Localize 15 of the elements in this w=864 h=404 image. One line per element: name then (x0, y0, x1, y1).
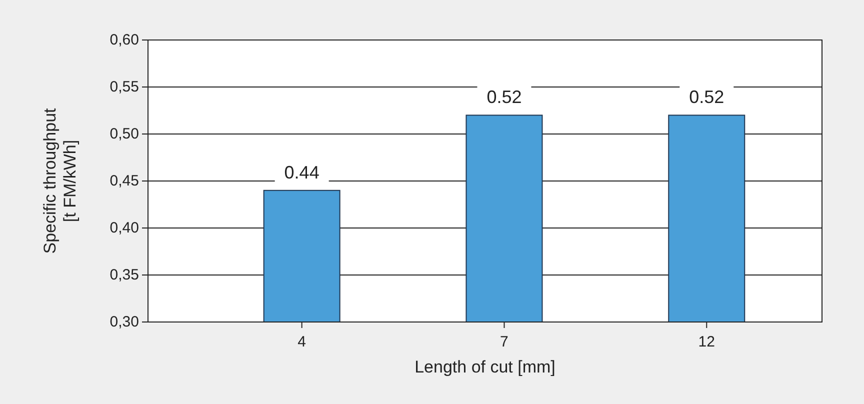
data-label: 0.52 (689, 87, 724, 108)
y-tick-label: 0,45 (110, 172, 139, 190)
y-tick-label: 0,60 (110, 32, 139, 48)
x-tick-label: 4 (298, 334, 306, 350)
y-tick-label: 0,50 (110, 126, 139, 142)
y-tick-label: 0,35 (110, 266, 139, 284)
x-axis-title: Length of cut [mm] (414, 358, 556, 376)
y-axis-title: Specific throughput [t FM/kWh] (40, 108, 80, 254)
data-label: 0.44 (284, 162, 320, 182)
y-tick-label: 0,40 (110, 220, 139, 236)
y-tick-label: 0,30 (110, 314, 139, 330)
x-tick-label: 7 (500, 334, 508, 350)
x-tick-label: 12 (698, 334, 715, 350)
data-label: 0.52 (486, 87, 522, 108)
y-tick-label: 0,55 (110, 78, 139, 96)
